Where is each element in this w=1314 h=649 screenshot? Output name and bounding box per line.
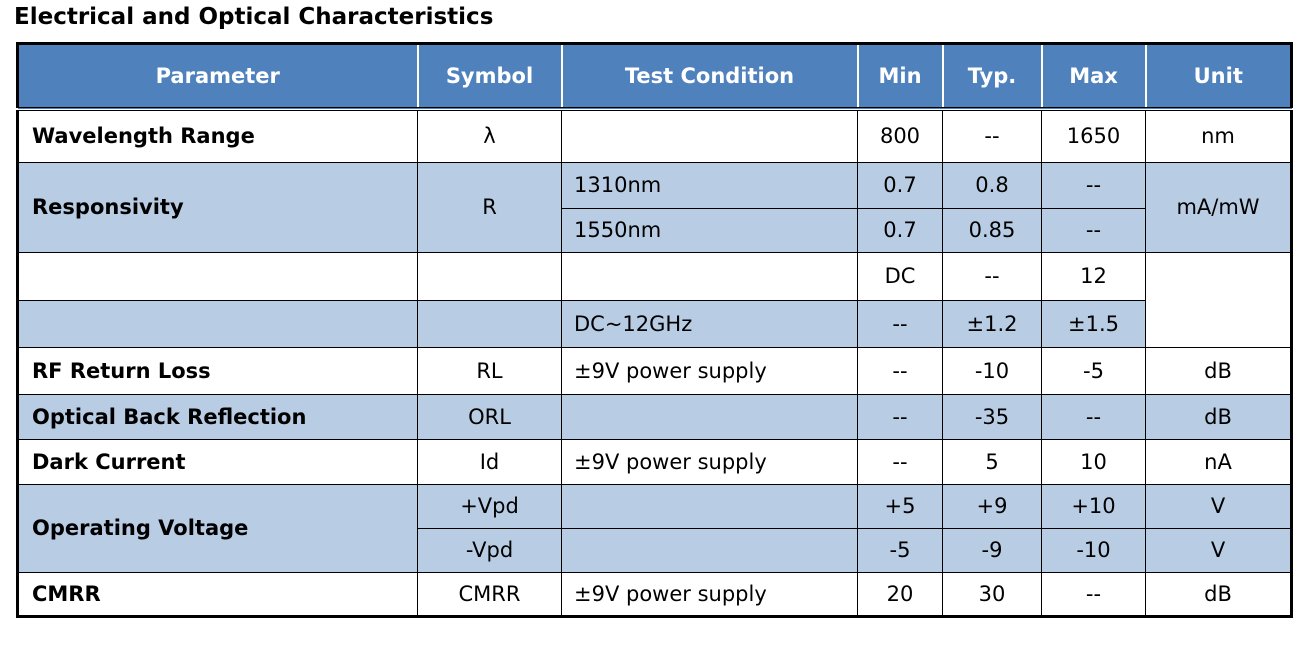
cell: 0.85 [942, 207, 1042, 253]
row: -Vpd -5 -9 -10 V [18, 527, 1292, 573]
header-cell: Unit [1144, 43, 1292, 111]
cell: -- [857, 438, 943, 485]
cell: -- [1041, 393, 1146, 440]
cell: λ [417, 108, 562, 163]
cell: 12 [1041, 251, 1146, 301]
cell: CMRR [17, 571, 418, 617]
cell: 0.8 [942, 161, 1042, 209]
cell: +9 [942, 483, 1042, 529]
cell: dB [1145, 571, 1292, 617]
cell: V [1145, 527, 1292, 573]
cell: 0.7 [857, 161, 943, 209]
cell: -- [1041, 207, 1146, 253]
cell: ±1.5 [1041, 299, 1146, 348]
cell: -Vpd [417, 527, 562, 573]
cell: 1310nm [561, 161, 858, 209]
row: Dark Current Id ±9V power supply -- 5 10… [17, 438, 1292, 485]
row: Optical Back Reflection ORL -- -35 -- dB [17, 393, 1292, 440]
cell: mA/mW [1145, 161, 1292, 253]
title: Electrical and Optical Characteristics [14, 4, 494, 30]
cell: -10 [1041, 527, 1146, 573]
cell: -5 [1041, 346, 1146, 395]
cell: Optical Back Reflection [17, 393, 418, 440]
header-cell: Typ. [941, 43, 1042, 111]
row: CMRR CMRR ±9V power supply 20 30 -- dB [17, 571, 1292, 617]
cell: V [1145, 483, 1292, 529]
cell: Operating Voltage [17, 483, 418, 573]
row: RF Return Loss RL ±9V power supply -- -1… [17, 346, 1292, 395]
row: Responsivity R 1310nm 0.7 0.8 -- mA/mW [17, 161, 1292, 253]
cell: 0.7 [857, 207, 943, 253]
cell: -- [857, 346, 943, 395]
header-row: Parameter Symbol Test Condition Min Typ.… [17, 43, 1292, 111]
cell: Responsivity [17, 161, 418, 253]
cell: nm [1145, 108, 1292, 163]
row: 1550nm 0.7 0.85 -- [18, 207, 1292, 253]
header-cell: Max [1040, 43, 1146, 111]
cell: RF Return Loss [17, 346, 418, 395]
header-cell: Min [856, 43, 943, 111]
cell: 30 [942, 571, 1042, 617]
cell: -35 [942, 393, 1042, 440]
cell: 10 [1041, 438, 1146, 485]
cell: Dark Current [17, 438, 418, 485]
cell: ±1.2 [942, 299, 1042, 348]
cell: -- [1041, 571, 1146, 617]
cell: 1650 [1041, 108, 1146, 163]
cell [561, 393, 858, 440]
cell: -5 [857, 527, 943, 573]
cell: +5 [857, 483, 943, 529]
cell: dB [1145, 393, 1292, 440]
cell: -9 [942, 527, 1042, 573]
header-cell: Test Condition [560, 43, 858, 111]
cell: -- [942, 108, 1042, 163]
cell: -10 [942, 346, 1042, 395]
cell: 5 [942, 438, 1042, 485]
cell: 1550nm [561, 207, 858, 253]
cell [17, 299, 418, 348]
cell [561, 483, 858, 529]
cell [417, 251, 562, 301]
cell: nA [1145, 438, 1292, 485]
cell: DC [857, 251, 943, 301]
cell: +10 [1041, 483, 1146, 529]
cell [561, 108, 858, 163]
cell: dB [1145, 346, 1292, 395]
cell: CMRR [417, 571, 562, 617]
row: DC -- 12 [17, 251, 1292, 348]
cell: Id [417, 438, 562, 485]
cell: RL [417, 346, 562, 395]
cell: ORL [417, 393, 562, 440]
cell: Wavelength Range [17, 108, 418, 163]
cell: -- [1041, 161, 1146, 209]
header-cell: Symbol [416, 43, 562, 111]
cell [561, 251, 858, 301]
cell: -- [857, 393, 943, 440]
cell [1145, 251, 1292, 348]
cell [17, 251, 418, 301]
cell [561, 527, 858, 573]
row: Operating Voltage +Vpd +5 +9 +10 V [17, 483, 1292, 573]
cell: -- [857, 299, 943, 348]
cell: +Vpd [417, 483, 562, 529]
row: Wavelength Range λ 800 -- 1650 nm [17, 108, 1292, 163]
spec-table: Parameter Symbol Test Condition Min Typ.… [16, 42, 1293, 618]
cell: ±9V power supply [561, 346, 858, 395]
row: DC~12GHz -- ±1.2 ±1.5 [17, 299, 1292, 348]
header-cell: Parameter [17, 43, 418, 111]
cell: DC~12GHz [561, 299, 858, 348]
cell: ±9V power supply [561, 571, 858, 617]
cell: 800 [857, 108, 943, 163]
cell [417, 299, 562, 348]
cell: R [417, 161, 562, 253]
cell: ±9V power supply [561, 438, 858, 485]
cell: 20 [857, 571, 943, 617]
cell: -- [942, 251, 1042, 301]
